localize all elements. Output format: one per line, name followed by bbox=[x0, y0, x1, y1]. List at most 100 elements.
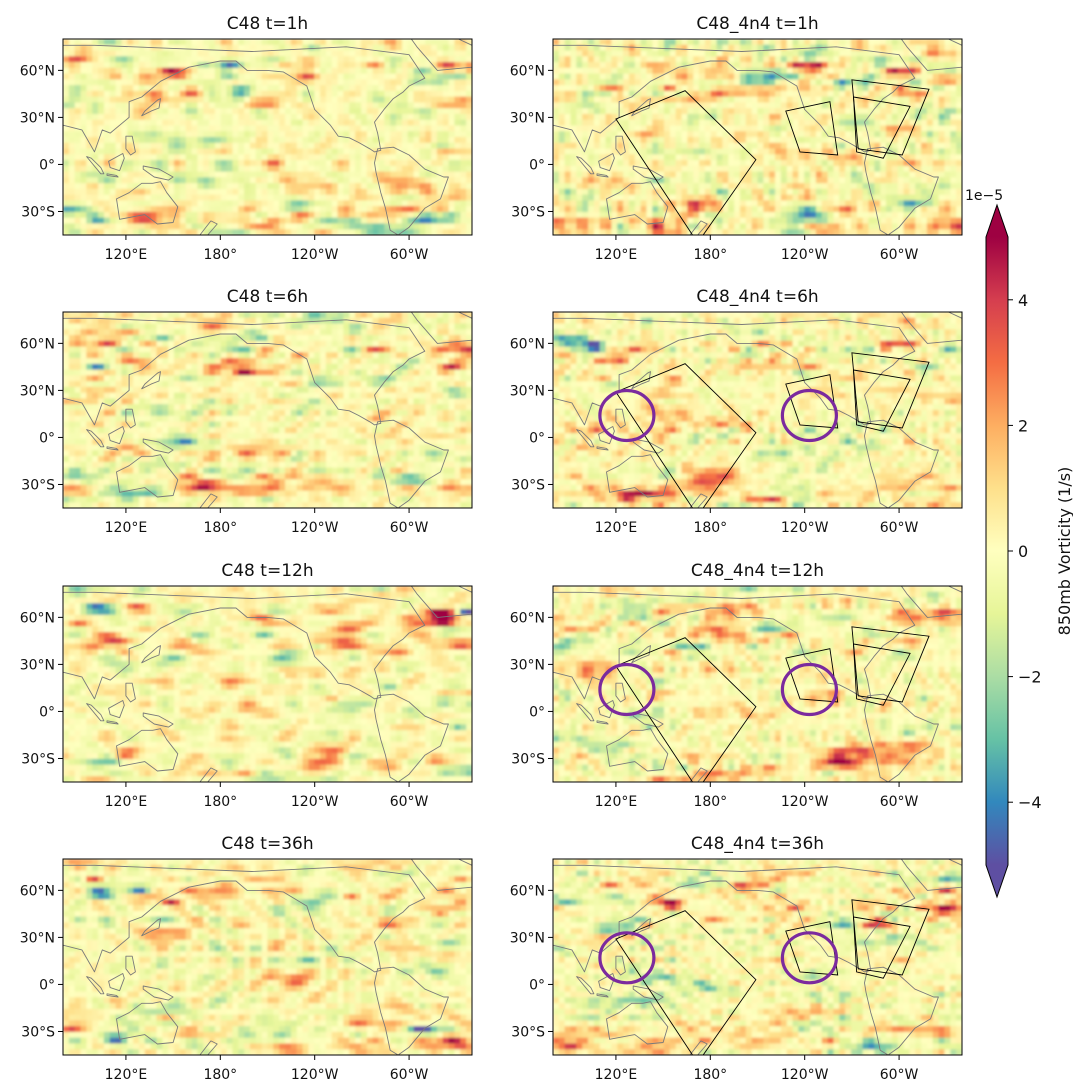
nest-domain-atlantic-outer bbox=[851, 626, 930, 703]
panel-title: C48 t=12h bbox=[221, 561, 313, 581]
y-tick-label: 60°N bbox=[510, 883, 545, 899]
y-tick-label: 30°N bbox=[510, 383, 545, 399]
vorticity-field bbox=[63, 312, 472, 508]
map-panel: C48 t=12h 60°N 30°N 0° 30°S 120°E 180° 120°W 60°… bbox=[20, 561, 473, 810]
colorbar-outline bbox=[985, 203, 1009, 899]
vorticity-field bbox=[63, 39, 472, 235]
colorbar-extend-min bbox=[986, 865, 1008, 897]
y-tick-label: 0° bbox=[529, 704, 545, 720]
nest-domain-western-pacific bbox=[615, 90, 757, 235]
x-tick-label: 120°W bbox=[781, 794, 829, 810]
y-tick-label: 30°N bbox=[510, 930, 545, 946]
map-panel: C48_4n4 t=12h 60°N 30°N 0° 30°S 120°E 180° 120°… bbox=[510, 561, 963, 810]
panel-title: C48 t=1h bbox=[227, 14, 308, 34]
colorbar-label: 850mb Vorticity (1/s) bbox=[1055, 467, 1073, 636]
colorbar-gradient bbox=[986, 237, 1008, 865]
y-tick-label: 30°N bbox=[20, 657, 55, 673]
x-tick-label: 120°E bbox=[595, 520, 638, 536]
nest-domain-atlantic-outer bbox=[851, 352, 930, 429]
panel-title: C48_4n4 t=6h bbox=[696, 287, 818, 307]
y-tick-label: 30°N bbox=[20, 110, 55, 126]
x-tick-label: 180° bbox=[203, 520, 237, 536]
y-tick-label: 30°S bbox=[511, 751, 545, 767]
x-tick-label: 180° bbox=[693, 1067, 727, 1082]
y-tick-label: 30°N bbox=[510, 110, 545, 126]
x-tick-label: 60°W bbox=[390, 520, 429, 536]
y-tick-label: 60°N bbox=[20, 63, 55, 79]
y-tick-label: 0° bbox=[39, 157, 55, 173]
x-tick-label: 120°E bbox=[595, 794, 638, 810]
vorticity-field bbox=[553, 312, 962, 508]
panel-frame bbox=[62, 858, 473, 1056]
highlight-circle bbox=[598, 388, 656, 443]
x-tick-label: 120°E bbox=[595, 247, 638, 263]
x-tick-label: 180° bbox=[203, 794, 237, 810]
vorticity-field bbox=[63, 859, 472, 1055]
x-tick-label: 60°W bbox=[880, 247, 919, 263]
y-tick-label: 60°N bbox=[20, 610, 55, 626]
colorbar: 4 2 0 −2 −4 1e−5 850mb Vorticity (1/s) bbox=[965, 188, 1073, 899]
x-tick-label: 60°W bbox=[390, 1067, 429, 1082]
y-tick-label: 60°N bbox=[20, 336, 55, 352]
x-tick-label: 180° bbox=[203, 1067, 237, 1082]
x-tick-label: 60°W bbox=[390, 247, 429, 263]
x-tick-label: 60°W bbox=[880, 520, 919, 536]
vorticity-field bbox=[553, 39, 962, 235]
panel-frame bbox=[62, 38, 473, 236]
y-tick-label: 60°N bbox=[510, 63, 545, 79]
y-tick-label: 0° bbox=[529, 977, 545, 993]
highlight-circle bbox=[780, 388, 839, 443]
y-tick-label: 60°N bbox=[20, 883, 55, 899]
map-panel: C48 t=6h 60°N 30°N 0° 30°S 120°E 180° 120°W 60°W bbox=[20, 287, 473, 536]
highlight-circle bbox=[780, 662, 839, 717]
map-panel: C48 t=1h 60°N 30°N 0° 30°S 120°E 180° 120°W 60°W bbox=[20, 14, 473, 263]
panel-title: C48 t=6h bbox=[227, 287, 308, 307]
x-tick-label: 60°W bbox=[390, 794, 429, 810]
x-tick-label: 120°E bbox=[105, 1067, 148, 1082]
nest-domain-eastern-pacific bbox=[785, 101, 839, 156]
colorbar-extend-max bbox=[986, 205, 1008, 237]
coastlines bbox=[553, 312, 962, 508]
panel-title: C48_4n4 t=12h bbox=[691, 561, 824, 581]
panel-title: C48 t=36h bbox=[221, 834, 313, 854]
colorbar-tick-label: −2 bbox=[1018, 668, 1042, 687]
nest-domain-atlantic-outer bbox=[851, 899, 930, 976]
y-tick-label: 30°S bbox=[21, 1024, 55, 1040]
x-tick-label: 120°E bbox=[105, 520, 148, 536]
x-tick-label: 120°W bbox=[291, 1067, 339, 1082]
y-tick-label: 60°N bbox=[510, 336, 545, 352]
coastlines bbox=[553, 859, 962, 1055]
panel-frame bbox=[62, 311, 473, 509]
x-tick-label: 180° bbox=[693, 520, 727, 536]
colorbar-offset-text: 1e−5 bbox=[965, 188, 1003, 204]
highlight-circle bbox=[598, 662, 656, 717]
highlight-circle bbox=[780, 931, 839, 985]
nest-domain-eastern-pacific bbox=[785, 648, 839, 703]
vorticity-field bbox=[553, 859, 962, 1055]
nest-domain-atlantic-inner bbox=[853, 643, 911, 706]
nest-domain-eastern-pacific bbox=[785, 921, 839, 976]
nest-domain-atlantic-inner bbox=[853, 96, 911, 159]
nest-domain-eastern-pacific bbox=[785, 374, 839, 429]
coastlines bbox=[63, 39, 472, 235]
coastlines bbox=[63, 312, 472, 508]
panel-grid: C48 t=1h 60°N 30°N 0° 30°S 120°E 180° 120°W 60°W… bbox=[20, 14, 963, 1082]
y-tick-label: 60°N bbox=[510, 610, 545, 626]
y-tick-label: 30°S bbox=[511, 1024, 545, 1040]
x-tick-label: 180° bbox=[203, 247, 237, 263]
vorticity-field bbox=[553, 586, 962, 782]
x-tick-label: 120°W bbox=[291, 520, 339, 536]
map-panel: C48_4n4 t=36h 60°N 30°N 0° 30°S 120°E 180° 120°… bbox=[510, 834, 963, 1082]
x-tick-label: 120°W bbox=[291, 794, 339, 810]
y-tick-label: 0° bbox=[39, 430, 55, 446]
nest-domain-atlantic-inner bbox=[853, 916, 911, 979]
map-panel: C48_4n4 t=6h 60°N 30°N 0° 30°S 120°E 180° 120°W… bbox=[510, 287, 963, 536]
coastlines bbox=[63, 859, 472, 1055]
x-tick-label: 120°E bbox=[105, 794, 148, 810]
panel-frame bbox=[552, 585, 963, 783]
y-tick-label: 30°S bbox=[21, 204, 55, 220]
colorbar-tick-label: −4 bbox=[1018, 793, 1042, 812]
panel-title: C48_4n4 t=36h bbox=[691, 834, 824, 854]
y-tick-label: 30°S bbox=[21, 751, 55, 767]
